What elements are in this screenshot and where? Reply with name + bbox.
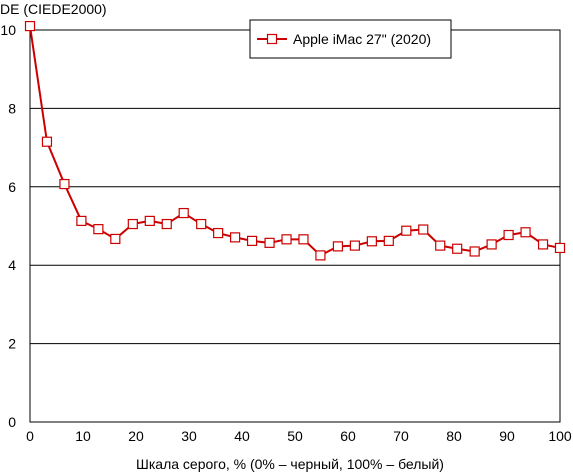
data-point	[383, 235, 394, 246]
data-point	[93, 224, 104, 235]
legend: Apple iMac 27" (2020)	[249, 19, 452, 59]
x-tick-label: 70	[393, 428, 409, 444]
data-point	[264, 237, 275, 248]
y-tick-label: 8	[8, 100, 16, 116]
y-tick-label: 10	[0, 22, 16, 38]
series-group	[24, 20, 566, 261]
data-point	[418, 224, 429, 235]
data-point	[24, 20, 36, 32]
x-tick-label: 50	[287, 428, 303, 444]
y-tick-labels: 0 2 4 6 8 10	[0, 22, 16, 430]
data-point	[213, 227, 224, 239]
data-point	[76, 215, 87, 227]
data-point	[298, 234, 309, 245]
legend-label: Apple iMac 27" (2020)	[293, 31, 431, 47]
x-tick-label: 30	[181, 428, 197, 444]
data-point	[366, 236, 377, 247]
data-point	[144, 215, 155, 227]
data-point	[469, 246, 480, 257]
data-point	[452, 243, 463, 254]
data-point	[401, 225, 412, 236]
x-tick-label: 60	[340, 428, 356, 444]
data-point	[435, 240, 446, 251]
x-tick-label: 0	[26, 428, 34, 444]
data-point	[127, 218, 138, 230]
data-point	[110, 233, 121, 245]
data-point	[161, 218, 172, 230]
data-point	[315, 250, 326, 261]
x-tick-label: 10	[75, 428, 91, 444]
data-point	[196, 218, 207, 230]
y-tick-label: 0	[8, 414, 16, 430]
x-tick-label: 100	[548, 428, 572, 444]
data-point	[537, 239, 549, 250]
data-point	[178, 207, 189, 219]
data-point	[281, 234, 292, 245]
data-point	[59, 178, 70, 190]
x-tick-label: 40	[234, 428, 250, 444]
data-point	[503, 229, 514, 241]
data-point	[486, 239, 497, 250]
data-point	[41, 136, 53, 147]
x-axis-title: Шкала серого, % (0% – черный, 100% – бел…	[136, 456, 444, 472]
plot-area	[29, 29, 561, 423]
data-point	[349, 240, 360, 251]
y-tick-label: 6	[8, 179, 16, 195]
x-tick-label: 20	[128, 428, 144, 444]
data-point	[520, 227, 531, 238]
y-tick-label: 2	[8, 336, 16, 352]
series-line	[29, 25, 561, 257]
y-axis-title: DE (CIEDE2000)	[0, 1, 107, 17]
x-tick-labels: 0 10 20 30 40 50 60 70 80 90 100	[26, 428, 572, 444]
x-tick-label: 90	[499, 428, 515, 444]
y-tick-label: 4	[8, 257, 16, 273]
grid-lines	[30, 29, 560, 423]
legend-marker	[266, 33, 278, 45]
data-point	[332, 241, 344, 252]
data-point	[230, 232, 241, 243]
x-tick-label: 80	[446, 428, 462, 444]
data-point	[554, 242, 566, 254]
data-point	[246, 235, 258, 246]
